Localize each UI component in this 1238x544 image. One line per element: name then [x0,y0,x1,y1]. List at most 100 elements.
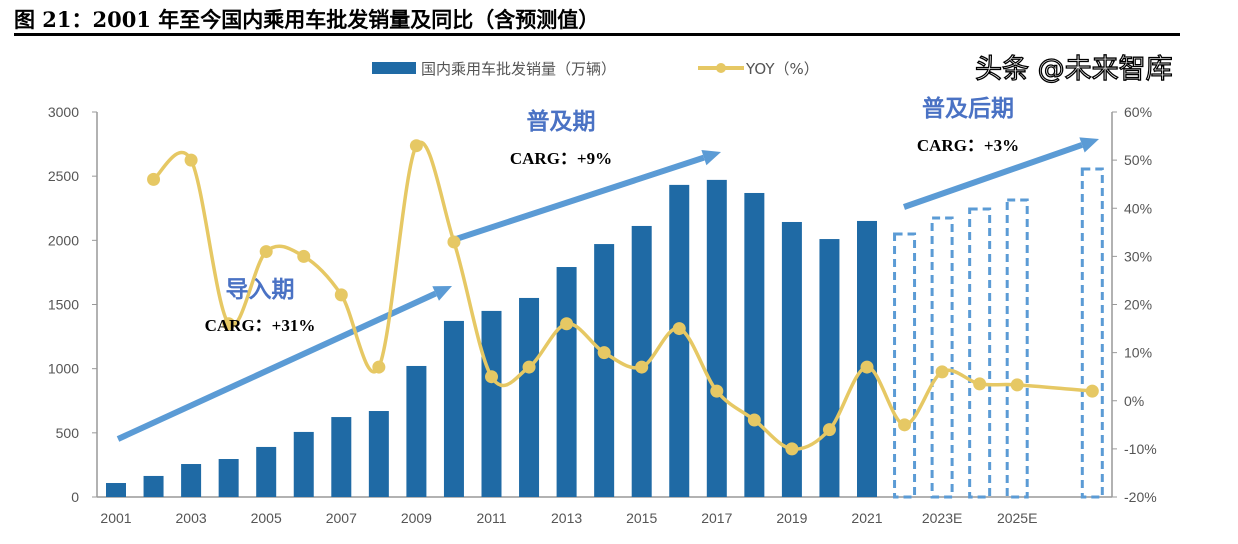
legend: 国内乘用车批发销量（万辆） YOY（%） [372,60,819,78]
bar [443,320,464,497]
forecast-bar [968,207,992,499]
right-tick-label: -10% [1124,441,1157,457]
yoy-point [184,153,198,167]
left-tick-label: 2500 [48,168,79,184]
yoy-point [1010,378,1024,392]
x-tick-label: 2015 [626,510,657,526]
yoy-point [334,288,348,302]
annotation-title-3: 普及后期 [922,95,1014,122]
x-tick-label: 2021 [851,510,882,526]
legend-bar-label: 国内乘用车批发销量（万辆） [421,60,616,78]
yoy-point [935,365,949,379]
x-tick-label: 2025E [997,510,1037,526]
yoy-point [147,172,161,186]
yoy-point [447,235,461,249]
bar [106,483,126,497]
yoy-point [409,139,423,153]
x-tick-label: 2011 [476,510,506,526]
yoy-point [785,442,799,456]
forecast-bar [1080,167,1104,499]
left-tick-label: 3000 [48,104,79,120]
figure-title: 图 21：2001 年至今国内乘用车批发销量及同比（含预测值） [14,7,600,32]
yoy-point [1085,384,1099,398]
right-tick-label: 20% [1124,297,1152,313]
yoy-point [259,245,273,259]
watermark: 头条 @未来智库 [975,54,1173,85]
bar [368,411,389,497]
x-tick-label: 2009 [401,510,432,526]
forecast-bar [1005,198,1029,499]
bar [181,464,202,497]
left-tick-label: 500 [56,425,80,441]
x-tick-label: 2007 [326,510,357,526]
yoy-point [747,413,761,427]
forecast-bar [930,216,954,499]
bar [519,297,540,497]
yoy-point [222,317,236,331]
trend-arrow-3 [903,142,1083,210]
bar [143,475,164,497]
bar [744,192,765,497]
x-tick-label: 2003 [176,510,207,526]
legend-line-label: YOY（%） [745,60,819,78]
yoy-point [485,370,498,384]
bar [594,244,615,497]
legend-bar-swatch [372,62,416,74]
left-tick-label: 0 [71,489,79,505]
right-tick-label: 40% [1124,200,1152,216]
annotation-carg-1: CARG：+31% [205,316,316,335]
bar [218,459,239,497]
trend-arrow-2 [449,154,705,244]
annotation-title-1: 导入期 [226,276,295,303]
left-tick-label: 1000 [48,361,79,377]
bar [857,220,877,497]
bar [819,239,840,498]
right-tick-label: 60% [1124,104,1152,120]
title-rule [14,33,1180,36]
yoy-point [522,360,536,374]
bar [406,365,427,497]
trend-arrow-3-head [1079,137,1099,153]
trend-arrow-2-head [701,150,721,166]
yoy-point [822,423,836,437]
yoy-point [560,317,574,331]
x-tick-label: 2019 [776,510,807,526]
bar [706,179,727,497]
right-tick-label: -20% [1124,489,1157,505]
yoy-point [297,249,311,263]
yoy-point [710,384,724,398]
right-tick-label: 0% [1124,393,1144,409]
bar [669,184,690,498]
yoy-point [672,322,686,336]
yoy-point [372,360,386,374]
yoy-point [635,360,649,374]
annotation-carg-3: CARG：+3% [917,136,1019,155]
yoy-point [973,377,987,391]
x-tick-label: 2017 [701,510,732,526]
right-tick-label: 30% [1124,248,1152,264]
legend-line-marker [716,63,726,73]
x-tick-label: 2005 [251,510,282,526]
bar [781,221,802,497]
trend-arrow-1 [116,290,437,442]
bar [293,431,314,497]
left-tick-label: 2000 [48,232,79,248]
bar [256,446,277,497]
x-tick-label: 2013 [551,510,582,526]
annotation-carg-2: CARG：+9% [510,149,612,168]
yoy-point [860,360,874,374]
annotation-title-2: 普及期 [527,108,596,135]
bar [481,310,502,497]
bar [331,417,352,497]
yoy-point [597,346,611,360]
right-tick-label: 10% [1124,345,1152,361]
yoy-point [898,418,912,432]
x-tick-label: 2023E [922,510,962,526]
x-tick-label: 2001 [100,510,131,526]
forecast-bar [893,232,917,499]
trend-arrow-1-head [432,286,452,301]
right-tick-label: 50% [1124,152,1152,168]
left-tick-label: 1500 [48,297,79,313]
yoy-line [152,140,1093,451]
